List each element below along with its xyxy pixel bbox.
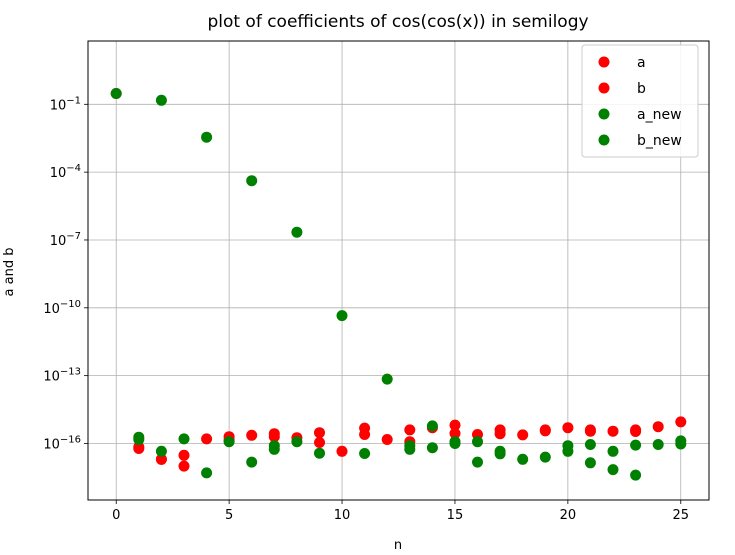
- data-points: [110, 88, 687, 481]
- legend-entry-b-new: b_new: [598, 133, 682, 149]
- point-b-new: [562, 440, 574, 452]
- point-a-new: [652, 439, 664, 450]
- point-a-new: [517, 453, 529, 465]
- point-a-new: [630, 469, 642, 481]
- point-b: [314, 437, 325, 448]
- x-tick-label: 10: [334, 508, 351, 523]
- y-tick-label: 10−4: [50, 163, 81, 181]
- legend-label-a: a: [637, 55, 646, 71]
- point-b-new: [201, 131, 213, 143]
- point-a-new: [426, 420, 438, 432]
- point-b: [178, 449, 190, 461]
- point-b-new: [426, 442, 438, 454]
- y-tick-label: 10−10: [43, 299, 81, 317]
- point-a-new: [359, 448, 371, 459]
- chart-title: plot of coefficients of cos(cos(x)) in s…: [207, 12, 588, 32]
- point-b-new: [607, 445, 619, 457]
- point-b-new: [584, 439, 596, 450]
- point-b-new: [268, 440, 280, 452]
- y-axis-label: a and b: [2, 248, 17, 297]
- point-b-new: [155, 94, 167, 106]
- legend-box: [581, 44, 699, 158]
- legend-entry-b: b: [598, 81, 646, 97]
- plot-area-frame: [87, 40, 710, 501]
- point-a: [404, 424, 416, 436]
- point-b: [494, 428, 506, 440]
- point-b: [539, 425, 551, 437]
- point-a: [562, 422, 574, 434]
- point-a-new: [381, 373, 393, 385]
- point-b: [359, 429, 371, 440]
- point-a: [336, 445, 348, 457]
- point-b-new: [404, 440, 416, 452]
- y-tick-label: 10−13: [43, 367, 81, 385]
- point-a-new: [291, 226, 303, 238]
- x-tick-label: 5: [225, 508, 233, 523]
- point-a-new: [584, 457, 596, 469]
- point-b-new: [675, 438, 687, 450]
- legend: a b a_new b_new: [581, 44, 699, 158]
- point-a-new: [201, 467, 213, 479]
- point-b-new: [449, 436, 461, 448]
- point-b-new: [291, 436, 303, 448]
- point-b: [584, 425, 596, 437]
- legend-marker-b: [598, 82, 610, 94]
- point-b-new: [246, 175, 258, 187]
- point-a-new: [223, 436, 235, 448]
- point-a-new: [246, 456, 258, 468]
- point-b: [630, 426, 642, 437]
- x-tick-label: 0: [112, 508, 120, 523]
- point-a: [381, 434, 393, 445]
- point-b-new: [133, 434, 145, 445]
- point-a: [607, 425, 619, 437]
- point-a-new: [178, 433, 190, 445]
- legend-marker-a: [598, 56, 610, 68]
- point-a-new: [539, 451, 551, 463]
- point-a-new: [155, 445, 167, 457]
- point-a: [314, 427, 325, 439]
- legend-label-b: b: [637, 81, 646, 97]
- point-b-new: [494, 445, 506, 457]
- point-b-new: [630, 439, 642, 451]
- point-b: [449, 427, 461, 439]
- legend-marker-b-new: [598, 134, 610, 146]
- legend-label-a-new: a_new: [637, 107, 682, 123]
- x-tick-label: 25: [672, 508, 689, 523]
- legend-entry-a: a: [598, 55, 646, 71]
- x-axis-label: n: [394, 538, 402, 553]
- point-a: [201, 433, 213, 445]
- point-a-new: [607, 464, 619, 476]
- legend-marker-a-new: [598, 108, 610, 120]
- point-a: [517, 429, 529, 441]
- point-a: [652, 421, 664, 433]
- point-a-new: [472, 456, 483, 468]
- y-tick-label: 10−16: [43, 434, 81, 452]
- point-a-new: [336, 310, 348, 322]
- point-a: [675, 416, 687, 428]
- x-tick-label: 15: [447, 508, 464, 523]
- point-b: [155, 453, 167, 465]
- point-a: [178, 460, 190, 472]
- point-a: [246, 429, 258, 441]
- point-b: [268, 431, 280, 443]
- legend-entry-a-new: a_new: [598, 107, 682, 123]
- point-b-new: [472, 436, 483, 448]
- axis-ticks: 0 5 10 15 20 25 10−1 10−4 10−7 10−10 10−13 10−16: [43, 95, 689, 523]
- y-tick-label: 10−7: [50, 231, 81, 249]
- y-tick-label: 10−1: [50, 95, 81, 113]
- x-tick-label: 20: [560, 508, 577, 523]
- point-a-new: [314, 447, 325, 459]
- point-a: [449, 419, 461, 431]
- point-a-new: [110, 88, 122, 99]
- grid-lines: [88, 41, 709, 500]
- legend-label-b-new: b_new: [637, 133, 682, 149]
